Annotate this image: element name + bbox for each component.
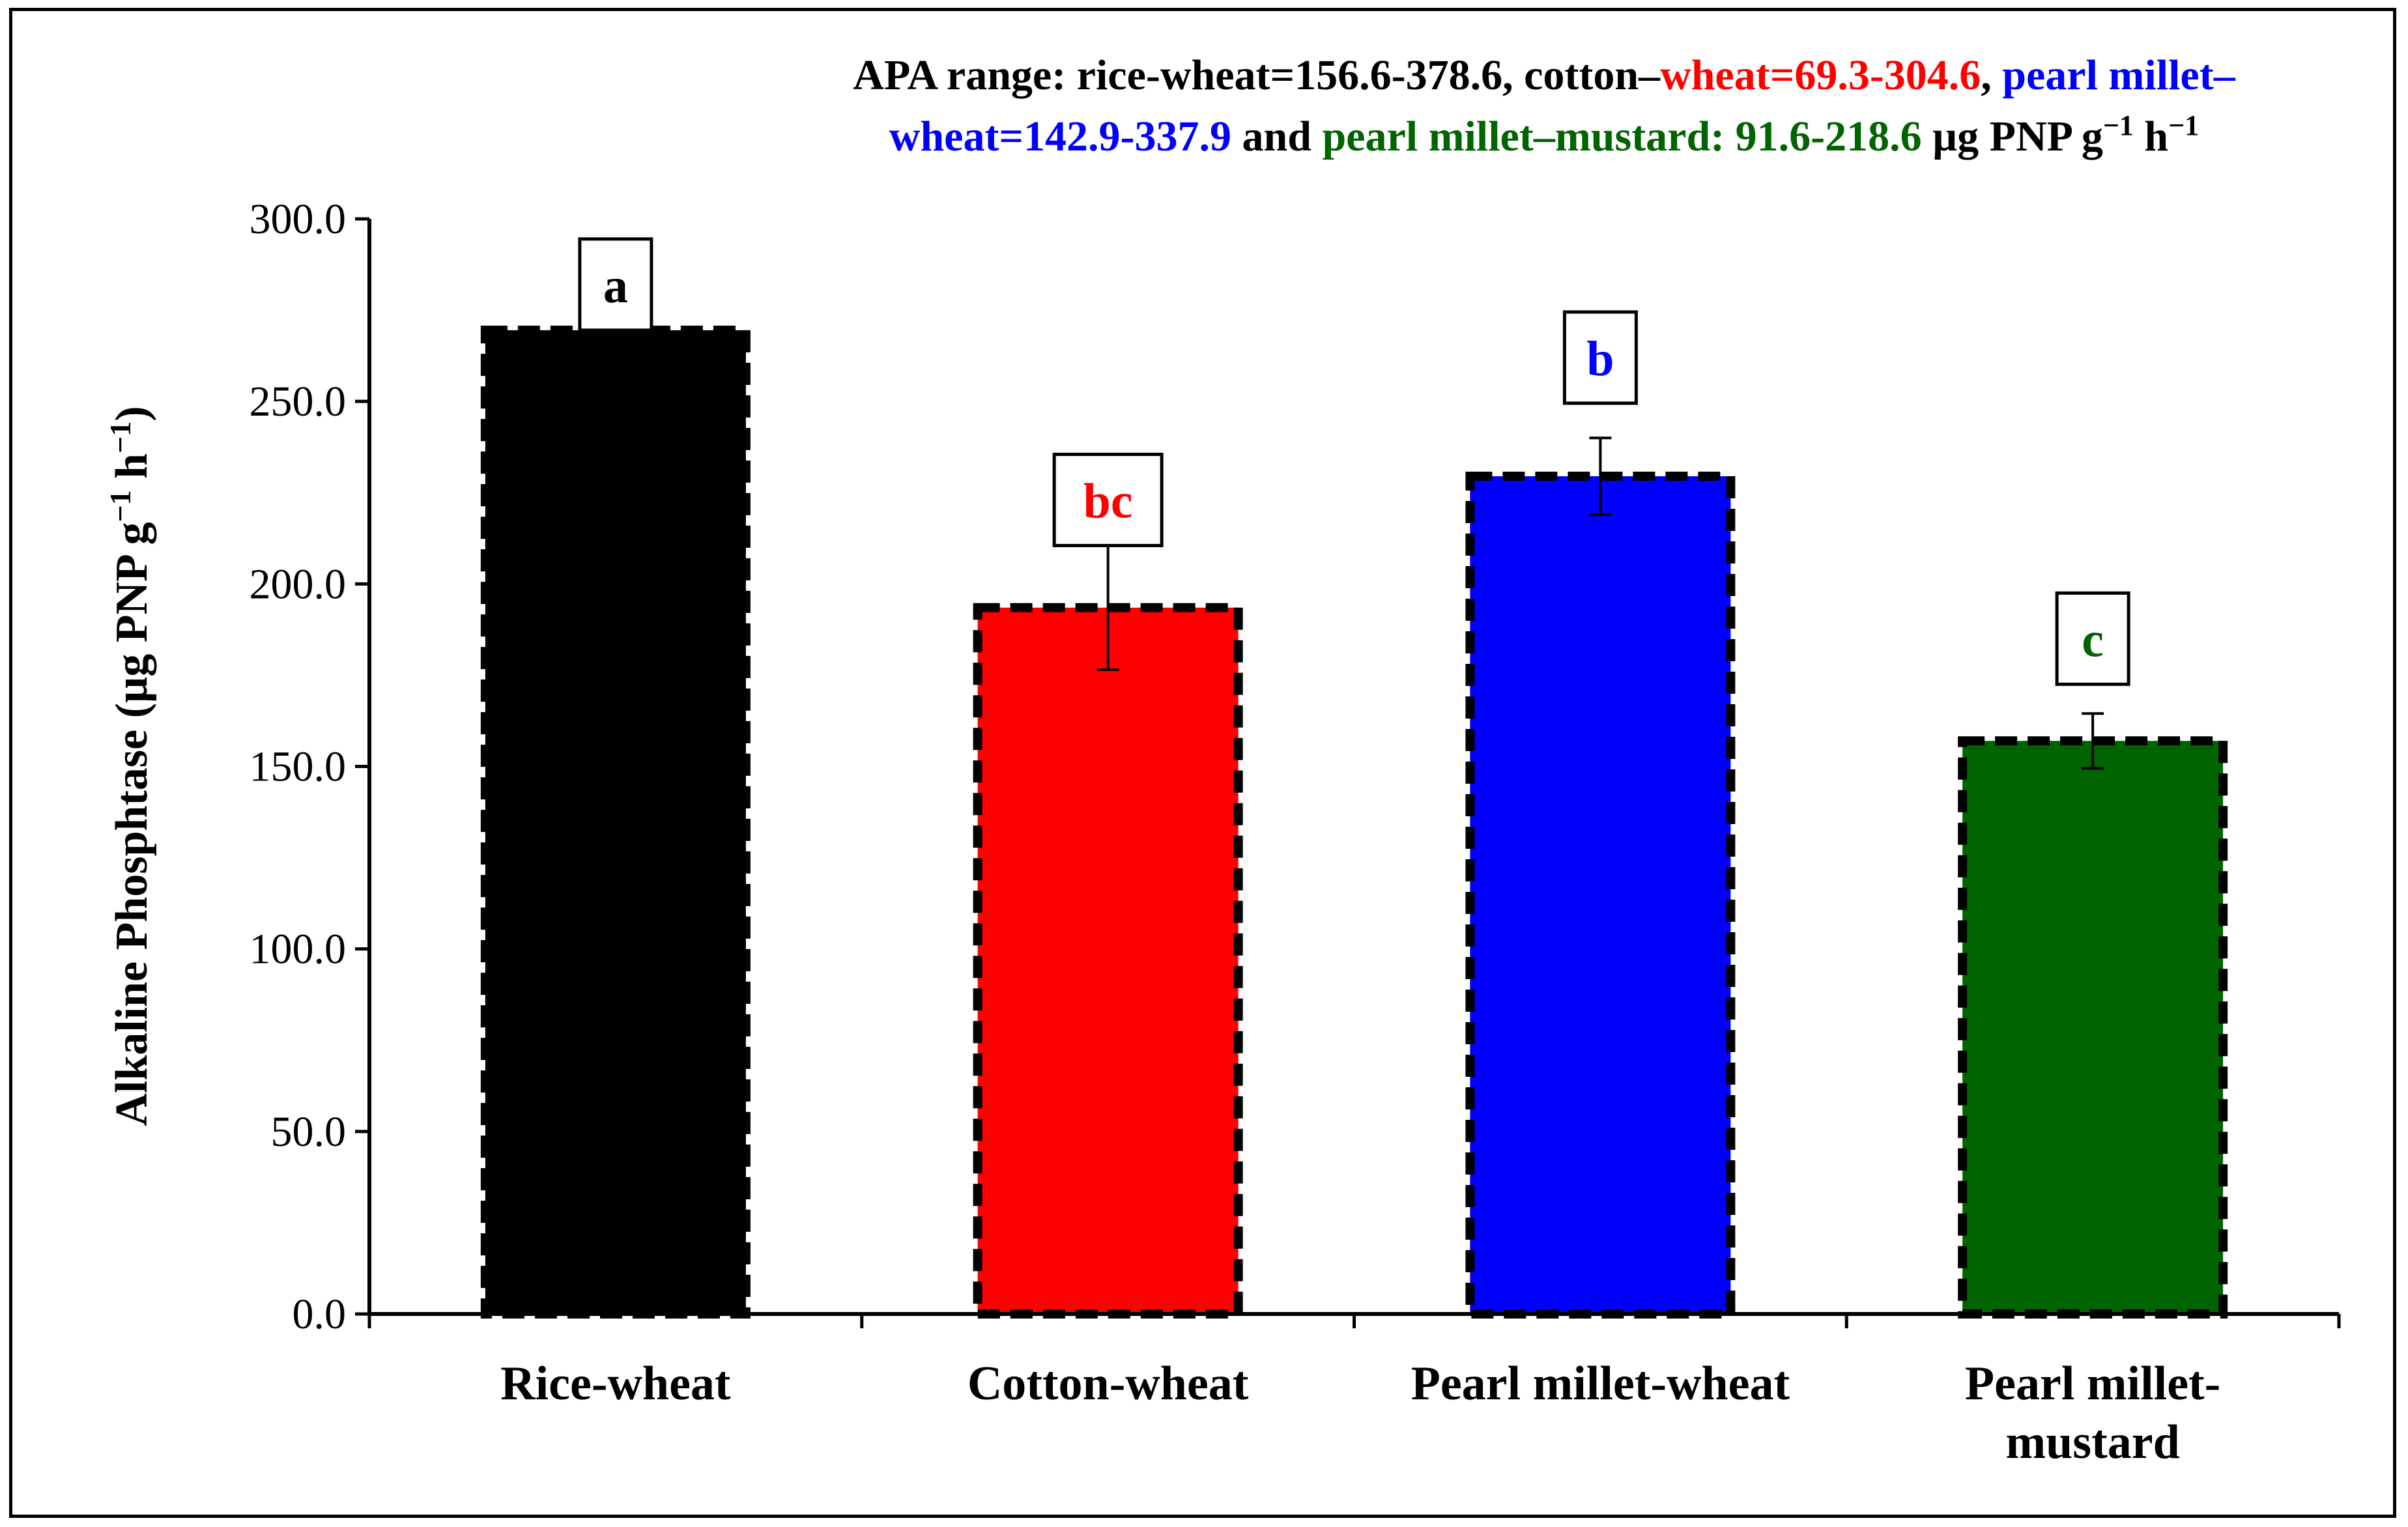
x-tick-label-2: Cotton-wheat [968, 1357, 1249, 1410]
y-tick-label-3: 150.0 [250, 743, 347, 791]
y-tick-label-4: 200.0 [250, 560, 347, 608]
significance-box-1 [578, 237, 653, 332]
bar-3 [1465, 472, 1736, 1319]
y-tick-label-6: 300.0 [250, 195, 347, 243]
y-tick-label-5: 250.0 [250, 378, 347, 425]
y-tick-label-0: 0.0 [293, 1291, 347, 1338]
bar-2 [973, 603, 1243, 1319]
significance-letter-1: a [603, 259, 628, 313]
y-tick-label-2: 100.0 [250, 926, 347, 973]
significance-box-3 [1562, 310, 1638, 405]
y-axis-label: Alkaline Phosphtase (µg PNP g−1 h−1) [104, 406, 158, 1126]
significance-box-2 [1052, 452, 1164, 547]
significance-box-4 [2055, 591, 2130, 686]
bar-4 [1958, 736, 2228, 1319]
y-tick-label-1: 50.0 [271, 1108, 347, 1156]
significance-letter-3: b [1586, 332, 1614, 386]
x-tick-label-1: Rice-wheat [500, 1357, 731, 1410]
x-tick-label-4: Pearl millet-mustard [1965, 1357, 2220, 1469]
chart-title-line-2: wheat=142.9-337.9 and pearl millet–musta… [889, 109, 2199, 161]
x-tick-label-3: Pearl millet-wheat [1411, 1357, 1790, 1410]
bar-1 [480, 325, 751, 1319]
chart-title-line-1: APA range: rice-wheat=156.6-378.6, cotto… [853, 51, 2235, 99]
significance-letter-2: bc [1083, 474, 1133, 528]
significance-letter-4: c [2082, 612, 2104, 667]
